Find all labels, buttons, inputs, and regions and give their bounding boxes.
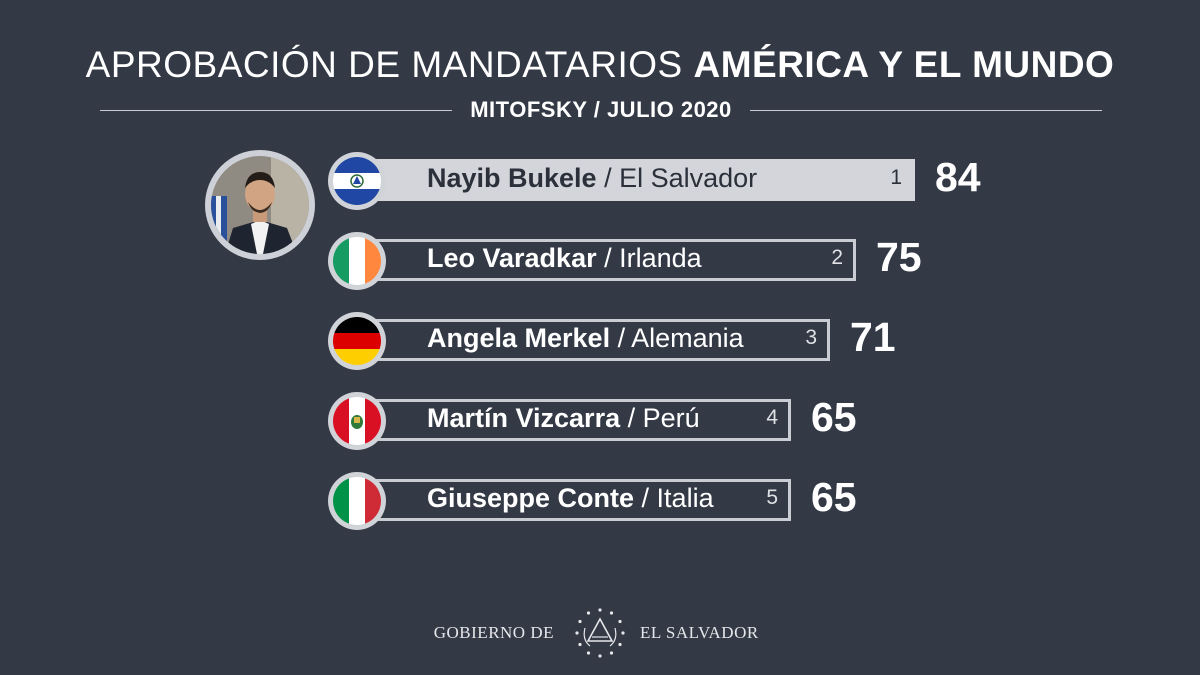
ireland-flag-icon [333,237,381,285]
rank-label: 4 [766,406,778,429]
separator: / [596,243,620,273]
leader-label: Angela Merkel / Alemania [427,323,744,354]
chart-title: APROBACIÓN DE MANDATARIOS AMÉRICA Y EL M… [0,44,1200,86]
peru-flag-icon [333,397,381,445]
divider-right [749,109,1103,111]
value-label: 65 [811,474,857,520]
rank-label: 1 [890,166,902,189]
chart-row: Angela Merkel / Alemania 3 71 [0,310,1200,372]
el-salvador-flag-icon [333,157,381,205]
chart-row: Martín Vizcarra / Perú 4 65 [0,390,1200,452]
country-name: Perú [642,403,700,433]
chart-row: Nayib Bukele / El Salvador 1 84 [0,150,1200,212]
country-name: Alemania [631,323,744,353]
leader-label: Martín Vizcarra / Perú [427,403,700,434]
title-bold: AMÉRICA Y EL MUNDO [693,44,1115,85]
flag-badge [328,232,386,290]
leader-name: Martín Vizcarra [427,403,621,433]
leader-label: Nayib Bukele / El Salvador [427,163,757,194]
separator: / [610,323,632,353]
leader-photo [205,150,315,260]
title-regular: APROBACIÓN DE MANDATARIOS [85,44,683,85]
country-name: Irlanda [619,243,702,273]
rank-label: 5 [766,486,778,509]
rank-label: 3 [805,326,817,349]
country-name: El Salvador [619,163,758,193]
separator: / [634,483,657,513]
germany-flag-icon [333,317,381,365]
separator: / [596,163,620,193]
el-salvador-coat-of-arms-icon [575,608,625,658]
chart-row: Leo Varadkar / Irlanda 2 75 [0,230,1200,292]
value-label: 65 [811,394,857,440]
subtitle-row: MITOFSKY / JULIO 2020 [100,96,1103,124]
chart-row: Giuseppe Conte / Italia 5 65 [0,470,1200,532]
value-label: 84 [935,154,981,200]
leader-name: Angela Merkel [427,323,611,353]
leader-label: Leo Varadkar / Irlanda [427,243,702,274]
separator: / [620,403,643,433]
bar [365,159,915,201]
flag-badge [328,312,386,370]
footer-left-text: GOBIERNO DE [433,623,554,642]
leader-name: Nayib Bukele [427,163,597,193]
leader-name: Giuseppe Conte [427,483,635,513]
leader-label: Giuseppe Conte / Italia [427,483,714,514]
chart-subtitle: MITOFSKY / JULIO 2020 [470,97,732,122]
flag-badge [328,152,386,210]
flag-badge [328,392,386,450]
rank-label: 2 [831,246,843,269]
footer: GOBIERNO DE EL SALVADOR [0,606,1200,662]
country-name: Italia [656,483,714,513]
value-label: 71 [850,314,896,360]
footer-right-text: EL SALVADOR [640,623,759,642]
value-label: 75 [876,234,922,280]
flag-badge [328,472,386,530]
leader-name: Leo Varadkar [427,243,597,273]
divider-left [100,109,453,111]
italy-flag-icon [333,477,381,525]
